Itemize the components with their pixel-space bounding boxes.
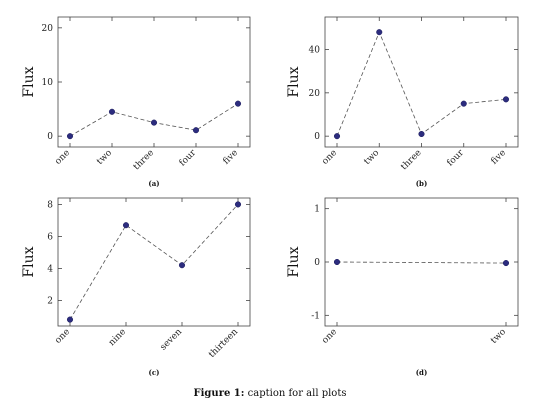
- x-tick-label: seven: [159, 327, 185, 353]
- y-tick-label: 0: [47, 132, 53, 142]
- chart-panel-1: 0 10 20 one two three four five Flux (a): [21, 16, 251, 188]
- y-axis-label: Flux: [21, 66, 37, 97]
- y-axis-label: Flux: [21, 246, 37, 277]
- series-line: [336, 261, 507, 264]
- x-tick-label: four: [445, 148, 466, 169]
- plot-frame: [324, 16, 519, 148]
- data-point: [192, 127, 200, 134]
- x-tick-label: five: [221, 148, 240, 167]
- x-tick-label: one: [53, 148, 72, 167]
- figure-caption: Figure 1: caption for all plots: [0, 388, 540, 399]
- plot-frame: [57, 16, 251, 148]
- x-tick-label: one: [320, 148, 339, 167]
- x-tick-label: thirteen: [207, 327, 240, 360]
- chart-panel-2: 0 20 40 one two three four five Flux (b): [286, 16, 519, 188]
- y-tick-label: 2: [47, 296, 53, 306]
- data-point: [234, 201, 242, 208]
- data-point: [502, 96, 510, 103]
- y-tick-label: 10: [42, 78, 54, 88]
- x-tick-label: four: [178, 148, 199, 169]
- subplot-caption: (d): [416, 368, 428, 377]
- y-tick-label: 20: [42, 24, 54, 34]
- x-tick-label: two: [362, 148, 381, 167]
- series-line: [69, 204, 239, 320]
- y-tick-label: 40: [309, 46, 321, 56]
- data-point: [234, 100, 242, 107]
- x-tick-label: nine: [107, 327, 128, 348]
- y-tick-label: 0: [314, 258, 320, 268]
- data-point: [66, 316, 74, 323]
- data-point: [178, 262, 186, 269]
- plot-frame: [57, 197, 251, 327]
- y-tick-label: 20: [309, 89, 321, 99]
- caption-label: Figure 1:: [193, 388, 245, 399]
- series-line: [336, 31, 507, 137]
- y-axis-label: Flux: [286, 66, 302, 97]
- data-point: [108, 108, 116, 115]
- data-point: [150, 119, 158, 126]
- data-point: [418, 130, 425, 138]
- y-tick-label: 8: [47, 200, 53, 210]
- data-point: [66, 133, 74, 140]
- subplot-caption: (a): [148, 179, 159, 188]
- data-point: [333, 133, 341, 140]
- x-tick-label: three: [399, 148, 423, 172]
- caption-text: caption for all plots: [247, 388, 347, 399]
- data-point: [502, 260, 510, 267]
- data-point: [333, 258, 341, 266]
- x-tick-label: two: [489, 327, 508, 346]
- chart-panel-4: -1 0 1 one two Flux (d): [286, 197, 519, 377]
- x-tick-label: one: [53, 327, 72, 346]
- x-tick-label: one: [320, 327, 339, 346]
- y-tick-label: 6: [47, 232, 53, 242]
- data-point: [122, 222, 130, 229]
- subplot-caption: (b): [416, 179, 428, 188]
- y-tick-label: -1: [311, 311, 320, 321]
- subplot-caption: (c): [149, 368, 160, 377]
- chart-panel-3: 2 4 6 8 one nine seven thirteen Flux (c): [21, 197, 251, 377]
- x-tick-label: five: [489, 148, 508, 167]
- x-tick-label: two: [95, 148, 114, 167]
- y-tick-label: 0: [314, 132, 320, 142]
- x-tick-label: three: [132, 148, 156, 172]
- y-tick-label: 1: [314, 205, 320, 215]
- y-axis-label: Flux: [286, 246, 302, 277]
- y-tick-label: 4: [47, 264, 53, 274]
- data-point: [460, 100, 467, 107]
- data-point: [376, 29, 383, 36]
